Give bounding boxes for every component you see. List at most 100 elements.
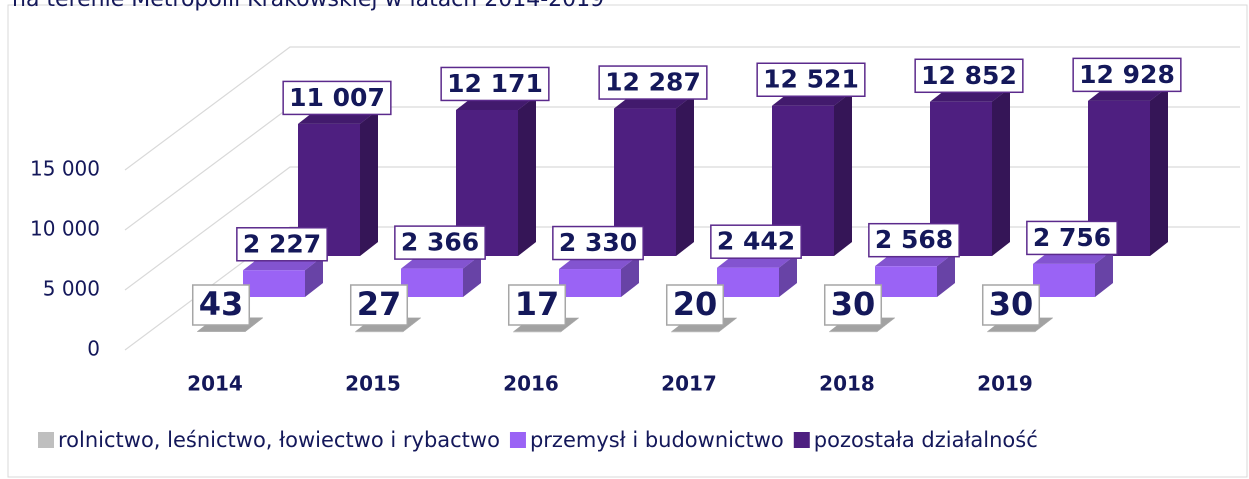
data-label: 30 xyxy=(989,285,1034,323)
data-label: 12 928 xyxy=(1079,60,1175,89)
chart-title: na terenie Metropolii Krakowskiej w lata… xyxy=(12,0,604,12)
y-tick-label: 0 xyxy=(87,337,100,361)
data-label: 27 xyxy=(357,285,402,323)
bar-side-shade xyxy=(621,255,639,297)
bar-side xyxy=(834,91,852,256)
data-label-box xyxy=(914,58,1024,94)
bar xyxy=(197,331,245,332)
x-tick-label: 2015 xyxy=(345,372,401,396)
legend: rolnictwo, leśnictwo, łowiectwo i rybact… xyxy=(38,428,1038,452)
data-label: 12 171 xyxy=(447,69,543,98)
data-label-box xyxy=(1026,220,1118,256)
data-label: 11 007 xyxy=(289,83,385,112)
bar-side xyxy=(245,317,263,332)
data-label: 43 xyxy=(199,285,244,323)
x-tick-label: 2018 xyxy=(819,372,875,396)
bar xyxy=(717,267,779,297)
bar-side xyxy=(305,256,323,297)
bar xyxy=(875,266,937,297)
bar-side xyxy=(621,255,639,297)
legend-swatch xyxy=(38,432,54,448)
data-label: 12 521 xyxy=(763,65,859,94)
data-label-box xyxy=(191,284,251,326)
bar-side xyxy=(992,87,1010,256)
data-label: 12 287 xyxy=(605,68,701,97)
data-label: 30 xyxy=(831,285,876,323)
grid-line xyxy=(124,166,1240,291)
bar-side xyxy=(779,253,797,297)
data-label-box xyxy=(756,62,866,97)
x-tick-label: 2019 xyxy=(977,372,1033,396)
bar-side xyxy=(1035,317,1053,332)
plot-area: 11 007 12 171 12 287 12 521 12 852 12 928 2 22… xyxy=(187,57,1182,396)
data-label-box xyxy=(236,227,328,262)
data-label-box xyxy=(507,284,567,326)
bar-side xyxy=(719,317,737,332)
x-tick-label: 2016 xyxy=(503,372,559,396)
bar xyxy=(829,331,877,333)
bar-side-shade xyxy=(719,317,737,332)
bar-side-shade xyxy=(1035,317,1053,332)
bar-side-shade xyxy=(561,317,579,332)
bar-side-shade xyxy=(676,94,694,256)
bar-side-shade xyxy=(937,252,955,297)
x-tick-label: 2014 xyxy=(187,372,243,396)
y-tick-label: 15 000 xyxy=(30,157,100,181)
data-label: 2 330 xyxy=(559,228,637,257)
bar-side-shade xyxy=(245,317,263,332)
data-label-box xyxy=(868,222,960,258)
data-label-box xyxy=(598,65,708,100)
bar-side-shade xyxy=(834,91,852,256)
bar-side xyxy=(463,254,481,297)
bar-side xyxy=(1150,86,1168,256)
bar-side-shade xyxy=(518,95,536,256)
data-label-box xyxy=(440,66,550,102)
bar-side xyxy=(403,317,421,332)
legend-swatch xyxy=(509,432,526,448)
data-label-box xyxy=(349,284,409,326)
bar-side xyxy=(360,109,378,256)
bar xyxy=(355,331,403,333)
data-label: 2 442 xyxy=(717,227,795,256)
bar-side xyxy=(1095,249,1113,297)
data-label: 2 568 xyxy=(875,225,953,254)
data-label-box xyxy=(823,284,883,326)
bar-side xyxy=(561,317,579,332)
data-label-box xyxy=(665,284,725,326)
data-label-box xyxy=(552,225,644,261)
legend-label: przemysł i budownictwo xyxy=(530,428,784,452)
bar xyxy=(513,331,561,333)
data-label: 2 756 xyxy=(1033,223,1111,252)
bar-side-shade xyxy=(779,253,797,297)
bar-side-shade xyxy=(1150,86,1168,256)
bar-side-shade xyxy=(1095,249,1113,297)
bar xyxy=(987,331,1035,333)
data-label-box xyxy=(394,225,486,260)
grid-line xyxy=(124,46,1240,171)
data-label-box xyxy=(1072,57,1182,93)
bar xyxy=(243,270,305,297)
bar-side-shade xyxy=(877,317,895,332)
y-tick-label: 5 000 xyxy=(43,277,100,301)
bar xyxy=(559,269,621,297)
bar-side xyxy=(937,252,955,297)
bar-side xyxy=(518,95,536,256)
bar-side-shade xyxy=(360,109,378,256)
legend-label: pozostała działalność xyxy=(814,428,1038,452)
bar-side-shade xyxy=(305,256,323,297)
data-label: 2 366 xyxy=(401,228,479,257)
chart-border xyxy=(7,4,1248,478)
grid: 0 5 000 10 000 15 000 xyxy=(30,46,1240,361)
data-label-box xyxy=(981,284,1041,326)
data-label: 17 xyxy=(515,285,560,323)
bar-side xyxy=(676,94,694,256)
y-tick-label: 10 000 xyxy=(30,217,100,241)
data-label-box xyxy=(282,80,392,116)
bar xyxy=(671,331,719,333)
bar-side-shade xyxy=(992,87,1010,256)
legend-swatch xyxy=(793,432,810,448)
bar xyxy=(401,268,463,297)
x-tick-label: 2017 xyxy=(661,372,717,396)
bar-side-shade xyxy=(463,254,481,297)
